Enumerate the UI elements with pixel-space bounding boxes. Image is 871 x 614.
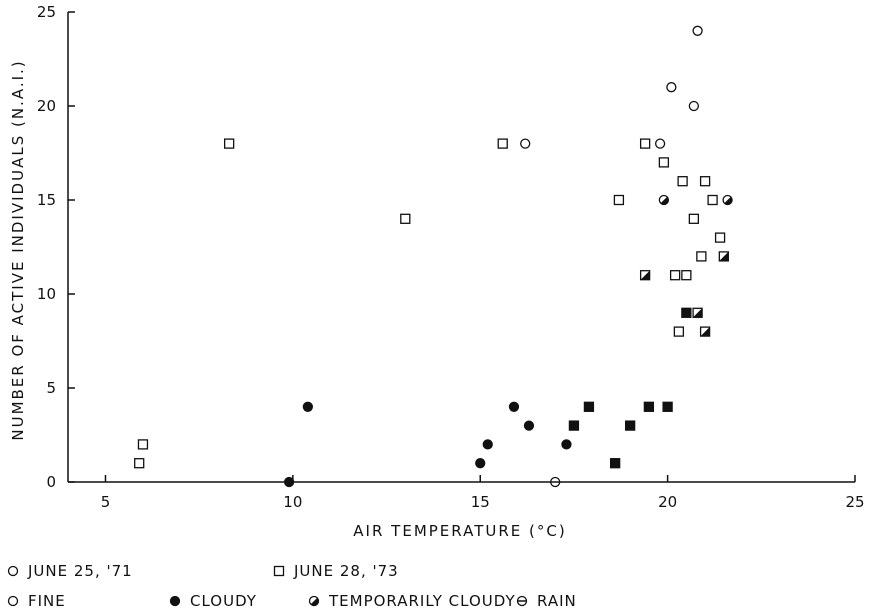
data-point <box>722 194 733 206</box>
ticks: 5 10 15 20 25 0 5 10 15 20 25 <box>37 3 865 511</box>
data-point <box>137 439 149 450</box>
data-point <box>714 232 726 243</box>
data-point <box>568 420 580 431</box>
data-point <box>508 401 520 412</box>
legend-marker <box>7 565 19 577</box>
data-points <box>134 25 733 488</box>
legend-label: JUNE 28, '73 <box>294 562 399 580</box>
legend-marker-icon <box>169 595 181 607</box>
data-point <box>692 307 703 318</box>
data-point <box>610 458 621 469</box>
data-point <box>677 176 688 187</box>
data-point <box>223 138 235 149</box>
data-point <box>497 138 508 149</box>
y-tick-label: 25 <box>37 3 56 21</box>
data-point <box>639 270 651 281</box>
y-tick-label: 0 <box>46 473 56 491</box>
data-point <box>302 401 313 412</box>
data-point <box>696 251 707 262</box>
legend-marker-icon <box>516 595 528 607</box>
x-tick-label: 5 <box>101 493 111 511</box>
axes <box>67 12 855 483</box>
data-point <box>520 138 531 149</box>
data-point <box>654 138 666 149</box>
legend-label: FINE <box>28 592 66 610</box>
legend-marker-icon <box>273 565 285 577</box>
data-point <box>283 476 295 488</box>
legend-marker <box>7 595 19 607</box>
x-tick-label: 20 <box>658 493 677 511</box>
legend-label: RAIN <box>537 592 577 610</box>
y-tick-label: 20 <box>37 97 56 115</box>
data-point <box>707 194 718 206</box>
data-point <box>561 439 572 450</box>
y-axis-title: NUMBER OF ACTIVE INDIVIDUALS (N.A.I.) <box>9 59 27 440</box>
y-tick-label: 5 <box>46 379 56 397</box>
y-tick-label: 15 <box>37 191 56 209</box>
data-point <box>658 194 670 206</box>
data-point <box>692 25 703 36</box>
legend-marker <box>308 595 320 607</box>
data-point <box>688 213 700 224</box>
data-point <box>681 270 692 281</box>
legend-marker-icon <box>7 565 19 577</box>
data-point <box>643 401 655 412</box>
legend-label: TEMPORARILY CLOUDY <box>329 592 516 610</box>
data-point <box>662 401 673 412</box>
data-point <box>673 326 685 337</box>
data-point <box>699 176 711 187</box>
legend-marker-icon <box>7 595 19 607</box>
x-tick-label: 15 <box>471 493 490 511</box>
x-tick-label: 10 <box>283 493 302 511</box>
x-axis-title: AIR TEMPERATURE (°C) <box>353 522 566 540</box>
legend-marker <box>169 595 181 607</box>
data-point <box>639 138 651 149</box>
data-point <box>681 307 692 318</box>
legend-label: CLOUDY <box>190 592 257 610</box>
data-point <box>718 251 729 262</box>
data-point <box>475 458 486 469</box>
data-point <box>666 82 677 93</box>
data-point <box>613 194 625 206</box>
legend-label: JUNE 25, '71 <box>28 562 133 580</box>
data-point <box>669 270 681 281</box>
data-point <box>624 420 636 431</box>
data-point <box>400 213 411 224</box>
data-point <box>523 420 535 431</box>
legend-marker-icon <box>308 595 320 607</box>
data-point <box>134 458 145 469</box>
data-point <box>699 326 711 337</box>
data-point <box>658 157 670 168</box>
legend-marker <box>273 565 285 577</box>
data-point <box>550 476 561 488</box>
data-point <box>583 401 595 412</box>
data-point <box>688 100 700 112</box>
y-tick-label: 10 <box>37 285 56 303</box>
legend-marker <box>516 595 528 607</box>
data-point <box>482 439 493 450</box>
x-tick-label: 25 <box>845 493 864 511</box>
